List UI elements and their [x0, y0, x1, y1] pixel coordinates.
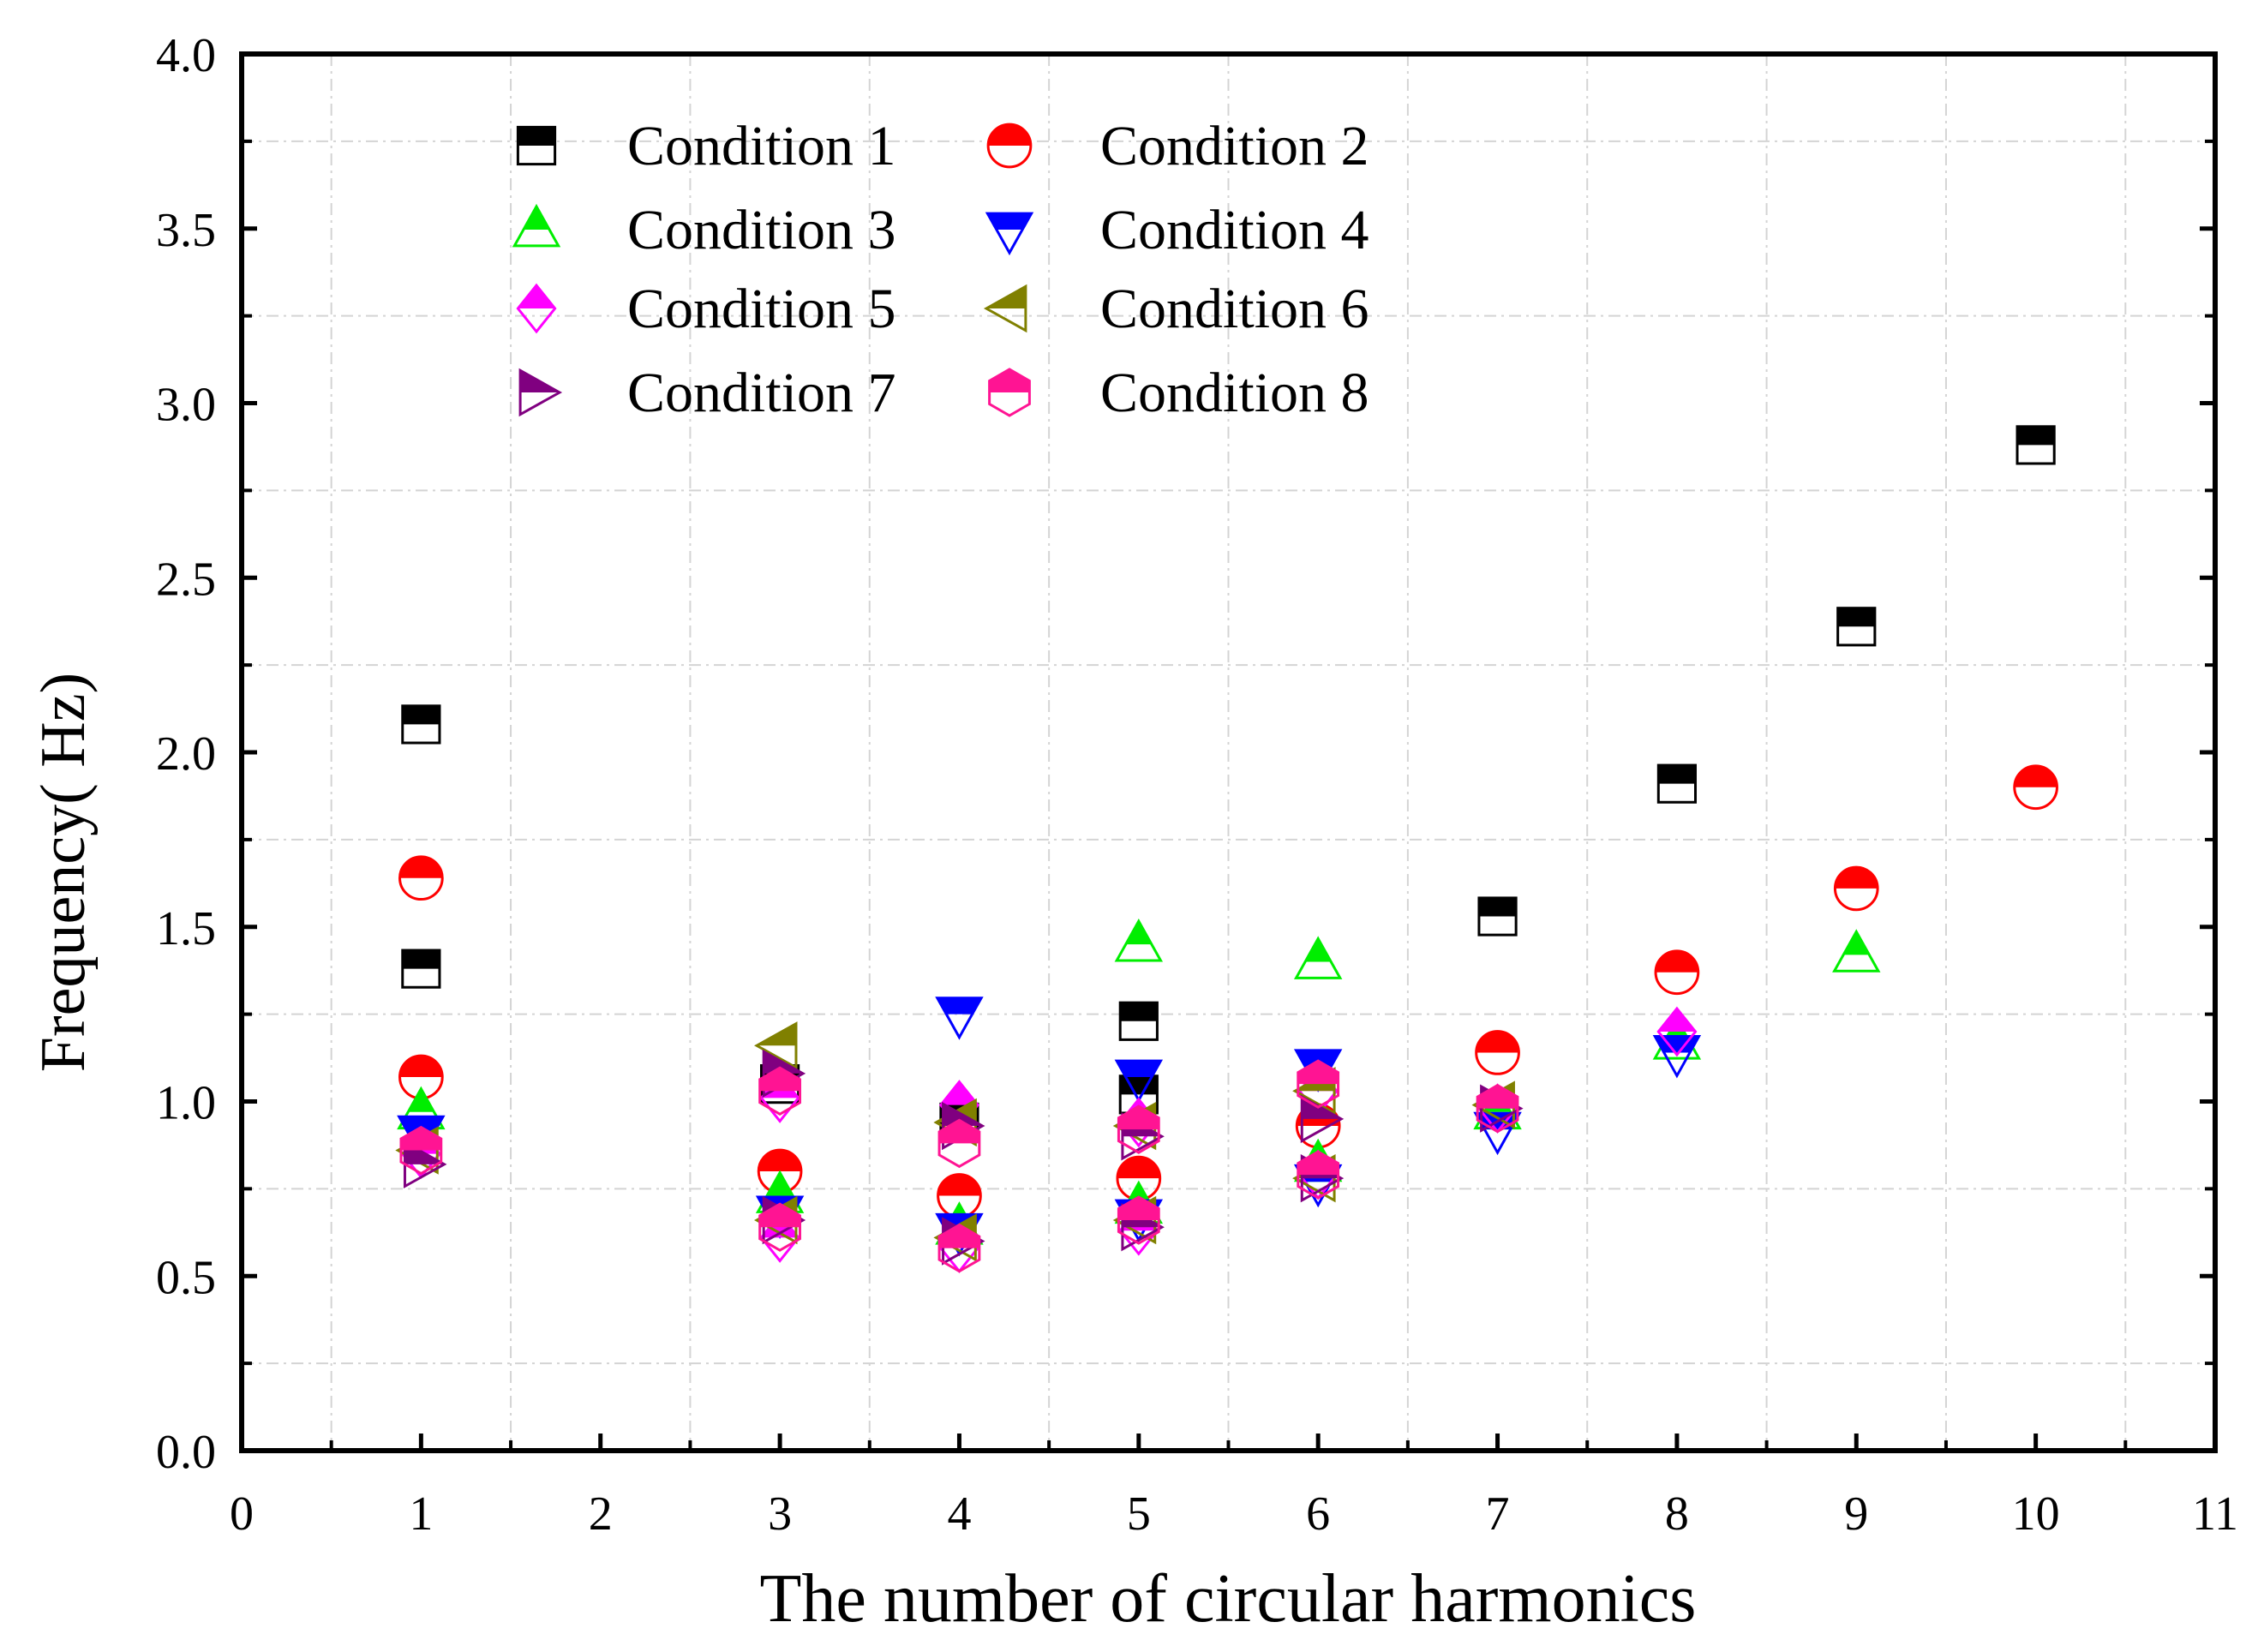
legend: Condition 1 Condition 2 Condition 3 Conditi… [512, 115, 1369, 424]
y-axis-title: Frequency( Hz) [28, 673, 99, 1072]
data-point-condition-5 [1656, 1006, 1698, 1057]
y-tick-label: 4.0 [156, 29, 216, 82]
data-point-condition-1 [1118, 1001, 1159, 1041]
data-point-condition-8 [1117, 1195, 1160, 1245]
legend-label-condition-3: Condition 3 [627, 199, 896, 261]
data-point-condition-7 [1300, 1094, 1345, 1144]
x-tick-label: 4 [947, 1487, 971, 1541]
y-tick-label: 3.5 [156, 204, 216, 257]
data-point-condition-4 [1114, 1059, 1164, 1104]
x-tick-label: 1 [409, 1487, 433, 1541]
data-point-condition-8 [399, 1125, 443, 1176]
x-tick-label: 2 [589, 1487, 613, 1541]
data-point-condition-1 [1477, 896, 1518, 937]
x-axis-title: The number of circular harmonics [760, 1561, 1697, 1637]
data-point-condition-6 [754, 1021, 798, 1070]
legend-marker-condition-1 [516, 125, 557, 166]
legend-marker-condition-6 [983, 284, 1027, 333]
x-tick-label: 11 [2192, 1487, 2238, 1541]
data-point-condition-2 [2013, 764, 2058, 811]
data-point-condition-8 [1117, 1104, 1160, 1154]
data-point-condition-1 [401, 704, 441, 745]
x-tick-label: 5 [1127, 1487, 1151, 1541]
legend-label-condition-4: Condition 4 [1100, 199, 1369, 261]
data-point-condition-8 [937, 1223, 981, 1273]
data-point-condition-1 [2015, 425, 2056, 465]
data-points [395, 425, 2058, 1274]
data-point-condition-2 [1654, 949, 1700, 996]
data-point-condition-1 [1656, 763, 1698, 804]
axis-ticks: 0 1 2 3 4 5 6 7 8 9 10 11 0.0 0.5 1.0 1.5 2.0 2.5 3.0 3.5 4.… [156, 29, 2238, 1541]
y-tick-label: 3.0 [156, 379, 216, 432]
legend-label-condition-2: Condition 2 [1100, 115, 1369, 177]
legend-marker-condition-7 [518, 368, 563, 417]
data-point-condition-8 [758, 1066, 801, 1116]
x-tick-label: 6 [1306, 1487, 1330, 1541]
data-point-condition-2 [1475, 1030, 1520, 1075]
data-point-condition-8 [1297, 1059, 1340, 1109]
y-tick-label: 1.5 [156, 902, 216, 955]
data-point-condition-8 [1297, 1150, 1340, 1200]
legend-label-condition-5: Condition 5 [627, 278, 896, 340]
x-tick-label: 8 [1665, 1487, 1689, 1541]
data-point-condition-1 [1836, 607, 1877, 647]
data-point-condition-8 [758, 1202, 801, 1252]
legend-marker-condition-8 [988, 368, 1031, 417]
y-tick-label: 2.5 [156, 553, 216, 606]
legend-marker-condition-3 [512, 203, 561, 248]
data-point-condition-3 [1293, 936, 1343, 979]
y-tick-label: 2.0 [156, 727, 216, 781]
y-tick-label: 0.0 [156, 1426, 216, 1479]
legend-marker-condition-5 [516, 283, 557, 334]
legend-label-condition-1: Condition 1 [627, 115, 896, 177]
data-point-condition-3 [1114, 919, 1164, 962]
legend-marker-condition-2 [986, 123, 1033, 169]
legend-marker-condition-4 [985, 212, 1034, 256]
legend-label-condition-6: Condition 6 [1100, 278, 1369, 340]
x-tick-label: 9 [1844, 1487, 1868, 1541]
data-point-condition-2 [1833, 865, 1879, 912]
legend-label-condition-7: Condition 7 [627, 362, 896, 424]
x-tick-label: 7 [1486, 1487, 1510, 1541]
y-tick-label: 1.0 [156, 1077, 216, 1130]
x-tick-label: 10 [2012, 1487, 2060, 1541]
data-point-condition-3 [1832, 929, 1881, 973]
y-tick-label: 0.5 [156, 1251, 216, 1304]
legend-label-condition-8: Condition 8 [1100, 362, 1369, 424]
x-tick-label: 3 [768, 1487, 792, 1541]
grid-lines [242, 54, 2215, 1451]
data-point-condition-1 [401, 949, 441, 989]
data-point-condition-8 [937, 1118, 981, 1169]
series-8 [399, 1059, 1519, 1273]
data-point-condition-8 [1476, 1083, 1519, 1134]
x-tick-label: 0 [230, 1487, 254, 1541]
data-point-condition-4 [935, 997, 984, 1040]
data-point-condition-2 [398, 855, 444, 901]
